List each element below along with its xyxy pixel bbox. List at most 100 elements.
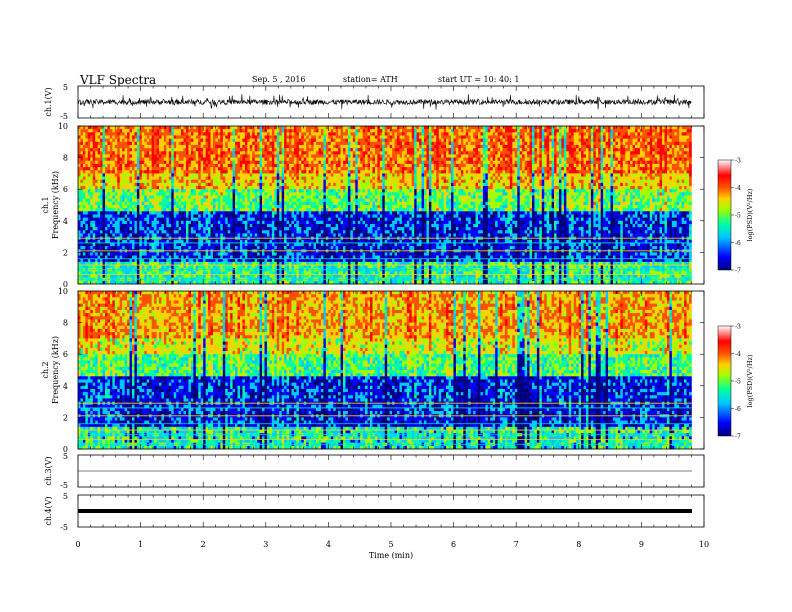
- spectrogram-cell: [635, 126, 638, 129]
- spectrogram-cell: [564, 129, 567, 132]
- spectrogram-cell: [640, 132, 643, 135]
- spectrogram-cell: [542, 148, 545, 151]
- spectrogram-cell: [341, 148, 344, 151]
- spectrogram-cell: [615, 139, 618, 142]
- spectrogram-cell: [363, 126, 366, 129]
- spectrogram-cell: [368, 145, 371, 148]
- spectrogram-cell: [316, 129, 319, 132]
- spectrogram-cell: [343, 139, 346, 142]
- spectrogram-cell: [213, 132, 216, 135]
- spectrogram-cell: [343, 126, 346, 129]
- spectrogram-cell: [537, 126, 540, 129]
- spectrogram-cell: [586, 132, 589, 135]
- spectrogram-cell: [503, 129, 506, 132]
- spectrogram-cell: [130, 139, 133, 142]
- spectrogram-cell: [174, 148, 177, 151]
- spectrogram-cell: [436, 126, 439, 129]
- spectrogram-cell: [105, 142, 108, 145]
- spectrogram-cell: [257, 126, 260, 129]
- spectrogram-cell: [377, 135, 380, 138]
- spectrogram-cell: [488, 145, 491, 148]
- spectrogram-cell: [309, 139, 312, 142]
- spectrogram-cell: [566, 145, 569, 148]
- spectrogram-cell: [645, 126, 648, 129]
- spectrogram-cell: [152, 145, 155, 148]
- spectrogram-cell: [444, 142, 447, 145]
- spectrogram-cell: [576, 126, 579, 129]
- spectrogram-cell: [257, 132, 260, 135]
- spectrogram-cell: [350, 142, 353, 145]
- spectrogram-cell: [561, 145, 564, 148]
- spectrogram-cell: [564, 145, 567, 148]
- spectrogram-cell: [137, 139, 140, 142]
- spectrogram-cell: [323, 132, 326, 135]
- spectrogram-cell: [375, 148, 378, 151]
- spectrogram-cell: [601, 139, 604, 142]
- spectrogram-cell: [596, 126, 599, 129]
- spectrogram-cell: [642, 126, 645, 129]
- spectrogram-cell: [245, 129, 248, 132]
- spectrogram-cell: [404, 126, 407, 129]
- spectrogram-cell: [542, 126, 545, 129]
- spectrogram-cell: [385, 126, 388, 129]
- spectrogram-cell: [449, 148, 452, 151]
- spectrogram-cell: [220, 145, 223, 148]
- spectrogram-cell: [355, 126, 358, 129]
- spectrogram-cell: [157, 148, 160, 151]
- spectrogram-cell: [679, 129, 682, 132]
- spectrogram-cell: [184, 145, 187, 148]
- spectrogram-cell: [409, 132, 412, 135]
- spectrogram-cell: [93, 129, 96, 132]
- spectrogram-cell: [456, 148, 459, 151]
- spectrogram-cell: [424, 135, 427, 138]
- spectrogram-cell: [127, 132, 130, 135]
- spectrogram-cell: [296, 148, 299, 151]
- spectrogram-cell: [566, 129, 569, 132]
- spectrogram-cell: [245, 142, 248, 145]
- spectrogram-cell: [348, 132, 351, 135]
- spectrogram-cell: [652, 135, 655, 138]
- spectrogram-cell: [171, 148, 174, 151]
- spectrogram-cell: [503, 139, 506, 142]
- spectrogram-cell: [110, 126, 113, 129]
- spectrogram-cell: [485, 132, 488, 135]
- spectrogram-cell: [503, 132, 506, 135]
- spectrogram-cell: [554, 142, 557, 145]
- spectrogram-cell: [417, 148, 420, 151]
- spectrogram-cell: [532, 142, 535, 145]
- spectrogram-cell: [552, 148, 555, 151]
- spectrogram-cell: [318, 135, 321, 138]
- spectrogram-cell: [677, 132, 680, 135]
- spectrogram-cell: [689, 145, 692, 148]
- spectrogram-cell: [657, 132, 660, 135]
- spectrogram-cell: [490, 145, 493, 148]
- spectrogram-cell: [218, 126, 221, 129]
- spectrogram-cell: [399, 139, 402, 142]
- spectrogram-cell: [530, 148, 533, 151]
- spectrogram-cell: [517, 126, 520, 129]
- spectrogram-cell: [338, 139, 341, 142]
- spectrogram-cell: [662, 139, 665, 142]
- spectrogram-cell: [446, 145, 449, 148]
- spectrogram-cell: [611, 145, 614, 148]
- spectrogram-cell: [358, 142, 361, 145]
- spectrogram-cell: [289, 145, 292, 148]
- spectrogram-cell: [635, 129, 638, 132]
- spectrogram-cell: [198, 135, 201, 138]
- spectrogram-cell: [588, 126, 591, 129]
- spectrogram-cell: [208, 129, 211, 132]
- spectrogram-cell: [85, 126, 88, 129]
- spectrogram-cell: [554, 139, 557, 142]
- spectrogram-cell: [127, 148, 130, 151]
- spectrogram-cell: [127, 135, 130, 138]
- spectrogram-cell: [198, 126, 201, 129]
- spectrogram-cell: [306, 148, 309, 151]
- spectrogram-cell: [348, 126, 351, 129]
- spectrogram-cell: [98, 145, 101, 148]
- spectrogram-cell: [159, 148, 162, 151]
- spectrogram-cell: [215, 142, 218, 145]
- spectrogram-cell: [488, 129, 491, 132]
- spectrogram-cell: [520, 142, 523, 145]
- spectrogram-cell: [637, 129, 640, 132]
- spectrogram-cell: [547, 132, 550, 135]
